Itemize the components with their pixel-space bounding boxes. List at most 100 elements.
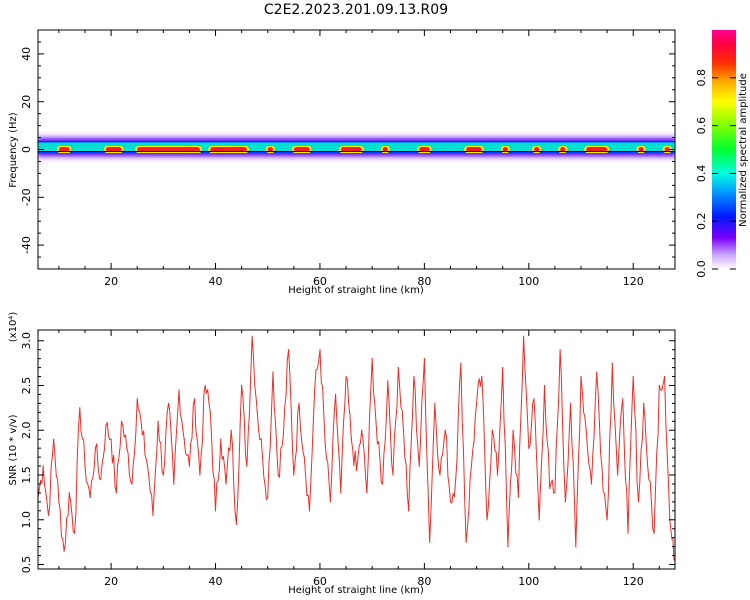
snr-point (439, 474, 441, 476)
snr-point (658, 384, 660, 387)
snr-point (199, 474, 201, 476)
snr-point (68, 492, 70, 494)
peak-segment (58, 147, 70, 152)
snr-point (528, 447, 530, 449)
colorbar-ticks: 0.0 0.2 0.4 0.6 0.8 (695, 69, 736, 278)
snr-point (476, 402, 478, 404)
colorbar: 0.0 0.2 0.4 0.6 0.8 Normalized spectral ampl… (695, 30, 749, 278)
snr-point (387, 380, 389, 382)
y-tick-label: 20 (20, 95, 33, 109)
snr-point (570, 402, 572, 404)
snr-point (601, 465, 603, 467)
snr-point (408, 510, 410, 512)
snr-point (261, 456, 264, 458)
y-tick-label: 40 (20, 47, 33, 61)
snr-point (470, 465, 472, 467)
snr-point (230, 429, 232, 431)
y-tick-label: 1.5 (20, 466, 33, 484)
y-tick-label: 2.0 (20, 422, 33, 440)
x-tick-label: 60 (313, 575, 327, 588)
snr-point (575, 546, 577, 548)
snr-point (204, 384, 206, 387)
snr-point (63, 550, 65, 552)
snr-point (350, 438, 352, 440)
snr-point (538, 519, 540, 521)
snr-point (79, 407, 81, 409)
snr-point (533, 398, 535, 400)
snr-point (418, 465, 420, 467)
snr-point (449, 501, 452, 503)
snr-point (246, 465, 248, 467)
snr-point (549, 487, 551, 489)
y-tick-label: -40 (20, 236, 33, 254)
snr-point (298, 402, 300, 404)
spectrum-y-axis-label: Frequency (Hz) (8, 112, 19, 188)
snr-point (220, 438, 222, 440)
snr-point (73, 532, 76, 534)
snr-point (355, 469, 358, 472)
peak-segment (267, 147, 273, 152)
snr-point (673, 559, 675, 561)
peak-segment (419, 147, 430, 152)
x-tick-label: 80 (417, 275, 431, 288)
snr-point (627, 532, 629, 534)
snr-point (664, 375, 666, 378)
snr-point (256, 411, 258, 413)
snr-point (486, 519, 488, 521)
snr-point (147, 465, 149, 467)
snr-point (496, 474, 499, 476)
snr-point (94, 447, 96, 449)
peak-segment (210, 147, 247, 152)
snr-point (42, 465, 44, 467)
snr-point (157, 420, 159, 422)
peak-segment (560, 147, 566, 152)
snr-point (465, 541, 467, 543)
snr-point (376, 443, 378, 445)
x-tick-label: 100 (518, 575, 539, 588)
x-tick-label: 20 (104, 275, 118, 288)
snr-point (413, 375, 415, 378)
y-tick-label: 0.5 (20, 556, 33, 574)
colorbar-tick-label: 0.4 (695, 165, 708, 183)
snr-point (235, 523, 237, 525)
snr-point (392, 474, 394, 476)
colorbar-gradient (712, 30, 736, 269)
snr-point (340, 492, 342, 494)
snr-point (136, 398, 138, 400)
snr-point (84, 465, 86, 467)
snr-point (308, 510, 311, 512)
snr-point (120, 420, 123, 422)
snr-x-ticks: 20 40 60 80 100 120 (58, 330, 660, 588)
snr-point (110, 438, 112, 440)
snr-point (178, 389, 180, 391)
snr-point (183, 438, 185, 440)
snr-point (152, 514, 154, 516)
x-tick-label: 60 (313, 275, 327, 288)
snr-point (585, 429, 587, 431)
peak-segment (638, 147, 644, 152)
x-tick-label: 40 (209, 275, 223, 288)
snr-point (89, 496, 91, 498)
snr-point (214, 510, 217, 512)
snr-point (225, 483, 227, 485)
snr-point (559, 349, 561, 351)
peak-segment (137, 147, 200, 152)
snr-point (58, 501, 60, 503)
snr-point (622, 398, 624, 400)
x-tick-label: 120 (623, 575, 644, 588)
snr-point (314, 389, 316, 391)
snr-point (507, 546, 509, 548)
colorbar-tick-label: 0.6 (695, 117, 708, 135)
spectrum-x-ticks: 20 40 60 80 100 120 (58, 30, 660, 288)
peak-segment (340, 147, 362, 152)
snr-point (267, 496, 269, 498)
snr-point (512, 429, 514, 431)
snr-point (277, 474, 279, 476)
snr-point (434, 402, 436, 404)
y-tick-label: 1.0 (20, 511, 33, 529)
snr-y-axis-label: SNR (10 * v/v) (8, 414, 19, 485)
snr-panel: 20 40 60 80 100 120 0.5 1.0 1.5 2.0 2.5 3.0 Height… (8, 312, 676, 596)
snr-point (282, 434, 284, 436)
peak-segment (664, 147, 670, 152)
snr-point (251, 335, 253, 337)
